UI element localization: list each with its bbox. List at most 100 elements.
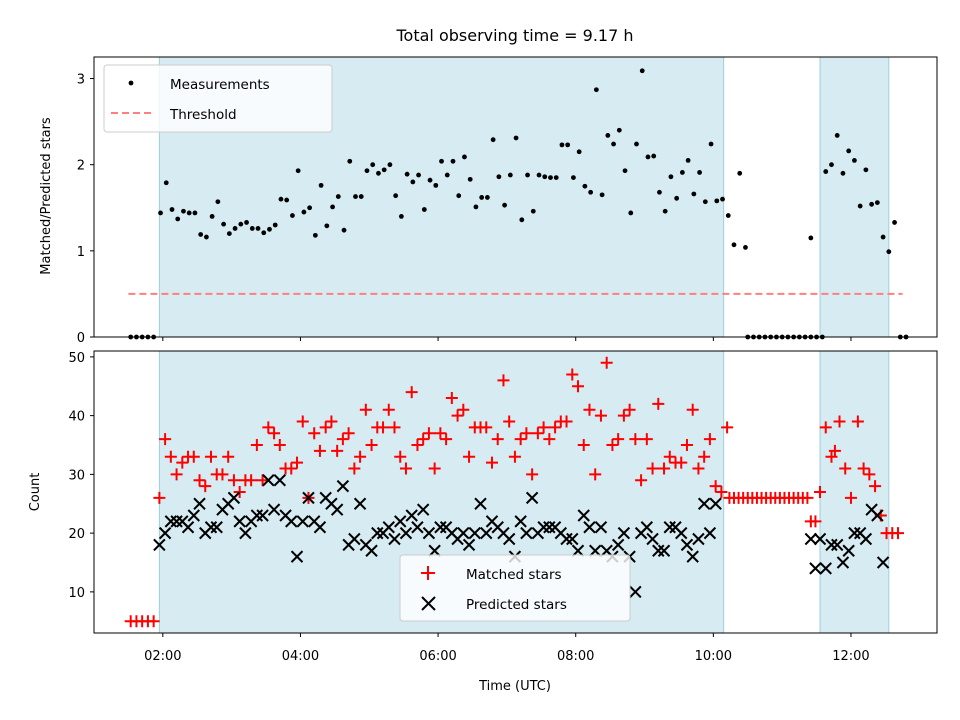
predicted-star-point xyxy=(416,503,430,516)
matched-star-point xyxy=(623,403,636,416)
matched-star-point xyxy=(227,474,240,487)
matched-star-point xyxy=(686,403,699,416)
matched-star-point xyxy=(675,456,688,469)
predicted-star-point xyxy=(571,544,585,557)
measurement-point xyxy=(347,158,353,164)
matched-star-point xyxy=(428,462,441,475)
predicted-star-point xyxy=(589,544,602,557)
matched-star-point xyxy=(394,450,407,463)
count-y-axis-label: Count xyxy=(28,473,43,512)
matched-star-point xyxy=(663,450,676,463)
predicted-star-point xyxy=(210,521,223,534)
measurement-point xyxy=(731,242,737,248)
measurement-point xyxy=(198,232,204,237)
predicted-star-point xyxy=(663,521,676,534)
measurement-point xyxy=(507,172,513,178)
count-legend: Matched stars Predicted stars xyxy=(399,554,631,622)
legend-matched-label: Matched stars xyxy=(466,567,562,583)
measurement-point xyxy=(542,174,548,180)
predicted-star-point xyxy=(457,526,470,540)
measurement-point xyxy=(192,210,198,216)
matched-star-point xyxy=(520,427,533,440)
measurement-point xyxy=(634,141,639,147)
measurement-point xyxy=(714,198,720,204)
predicted-star-point xyxy=(560,532,573,546)
x-tick-label: 08:00 xyxy=(557,649,594,664)
measurement-point xyxy=(622,168,628,174)
measurement-point xyxy=(232,226,238,231)
measurement-point xyxy=(485,195,490,200)
predicted-star-point xyxy=(692,532,705,546)
predicted-star-point xyxy=(703,526,717,540)
measurement-point xyxy=(691,191,697,197)
matched-star-point xyxy=(572,380,585,393)
predicted-star-point xyxy=(365,544,378,557)
measurement-point xyxy=(616,127,622,133)
predicted-star-point xyxy=(474,497,487,510)
matched-star-point xyxy=(233,486,246,498)
measurement-point xyxy=(808,235,814,241)
matched-star-point xyxy=(164,450,177,463)
matched-star-point xyxy=(204,450,217,463)
matched-star-point xyxy=(600,356,613,369)
matched-star-point xyxy=(193,474,206,487)
measurement-point xyxy=(364,168,370,174)
measurement-point xyxy=(490,137,496,143)
predicted-star-point xyxy=(296,515,309,528)
matched-star-point xyxy=(325,415,338,428)
measurement-point xyxy=(226,231,232,237)
legend-predicted-marker xyxy=(421,596,436,611)
count-x-ticks: 02:00 04:00 06:00 08:00 10:00 12:00 xyxy=(144,633,870,664)
legend-threshold-label: Threshold xyxy=(169,107,237,123)
ratio-y-ticks: 0 1 2 3 xyxy=(77,73,94,346)
predicted-star-point xyxy=(394,515,407,528)
measurement-point xyxy=(679,170,685,175)
matched-star-point xyxy=(336,433,349,446)
ratio-plot-panel: 0 1 2 3 Total observing time = 9.17 h Match… xyxy=(39,26,938,346)
measurement-point xyxy=(324,223,330,229)
measurement-point xyxy=(341,227,347,233)
predicted-star-point xyxy=(290,550,304,563)
predicted-star-point xyxy=(876,556,890,569)
measurement-point xyxy=(393,193,399,199)
matched-star-point xyxy=(451,409,464,422)
measurement-point xyxy=(525,172,530,178)
measurement-point xyxy=(605,133,611,138)
ratio-y-axis-label: Matched/Predicted stars xyxy=(39,117,54,275)
predicted-star-point xyxy=(848,526,861,540)
measurement-point xyxy=(370,162,376,168)
measurement-point xyxy=(416,172,421,178)
measurement-point xyxy=(358,194,364,199)
measurement-point xyxy=(628,210,634,216)
measurement-point xyxy=(284,197,290,203)
observing-interval-2 xyxy=(819,350,890,634)
predicted-star-point xyxy=(502,532,516,546)
matched-star-point xyxy=(187,450,200,463)
ratio-legend-box xyxy=(103,64,333,133)
observing-interval-2 xyxy=(819,56,890,338)
matched-star-point xyxy=(285,462,298,475)
y-tick-label: 1 xyxy=(77,245,85,260)
predicted-star-point xyxy=(422,526,436,540)
measurement-point xyxy=(852,157,857,163)
matched-star-point xyxy=(256,474,269,487)
predicted-star-point xyxy=(809,562,822,575)
matched-star-point xyxy=(612,433,625,446)
matched-star-point xyxy=(629,433,642,446)
predicted-star-point xyxy=(399,526,413,540)
measurement-point xyxy=(720,196,725,202)
measurement-point xyxy=(513,135,519,141)
matched-star-point xyxy=(819,421,832,434)
matched-star-point xyxy=(709,480,722,493)
measurement-point xyxy=(834,133,840,138)
predicted-star-point xyxy=(629,585,642,599)
x-tick-label: 06:00 xyxy=(419,649,456,664)
predicted-star-point xyxy=(302,491,315,505)
y-tick-label: 40 xyxy=(68,410,85,425)
measurement-point xyxy=(410,179,416,185)
legend-matched-marker xyxy=(421,566,435,580)
measurement-point xyxy=(725,213,731,218)
predicted-star-point xyxy=(434,521,447,534)
measurement-point xyxy=(462,154,467,160)
